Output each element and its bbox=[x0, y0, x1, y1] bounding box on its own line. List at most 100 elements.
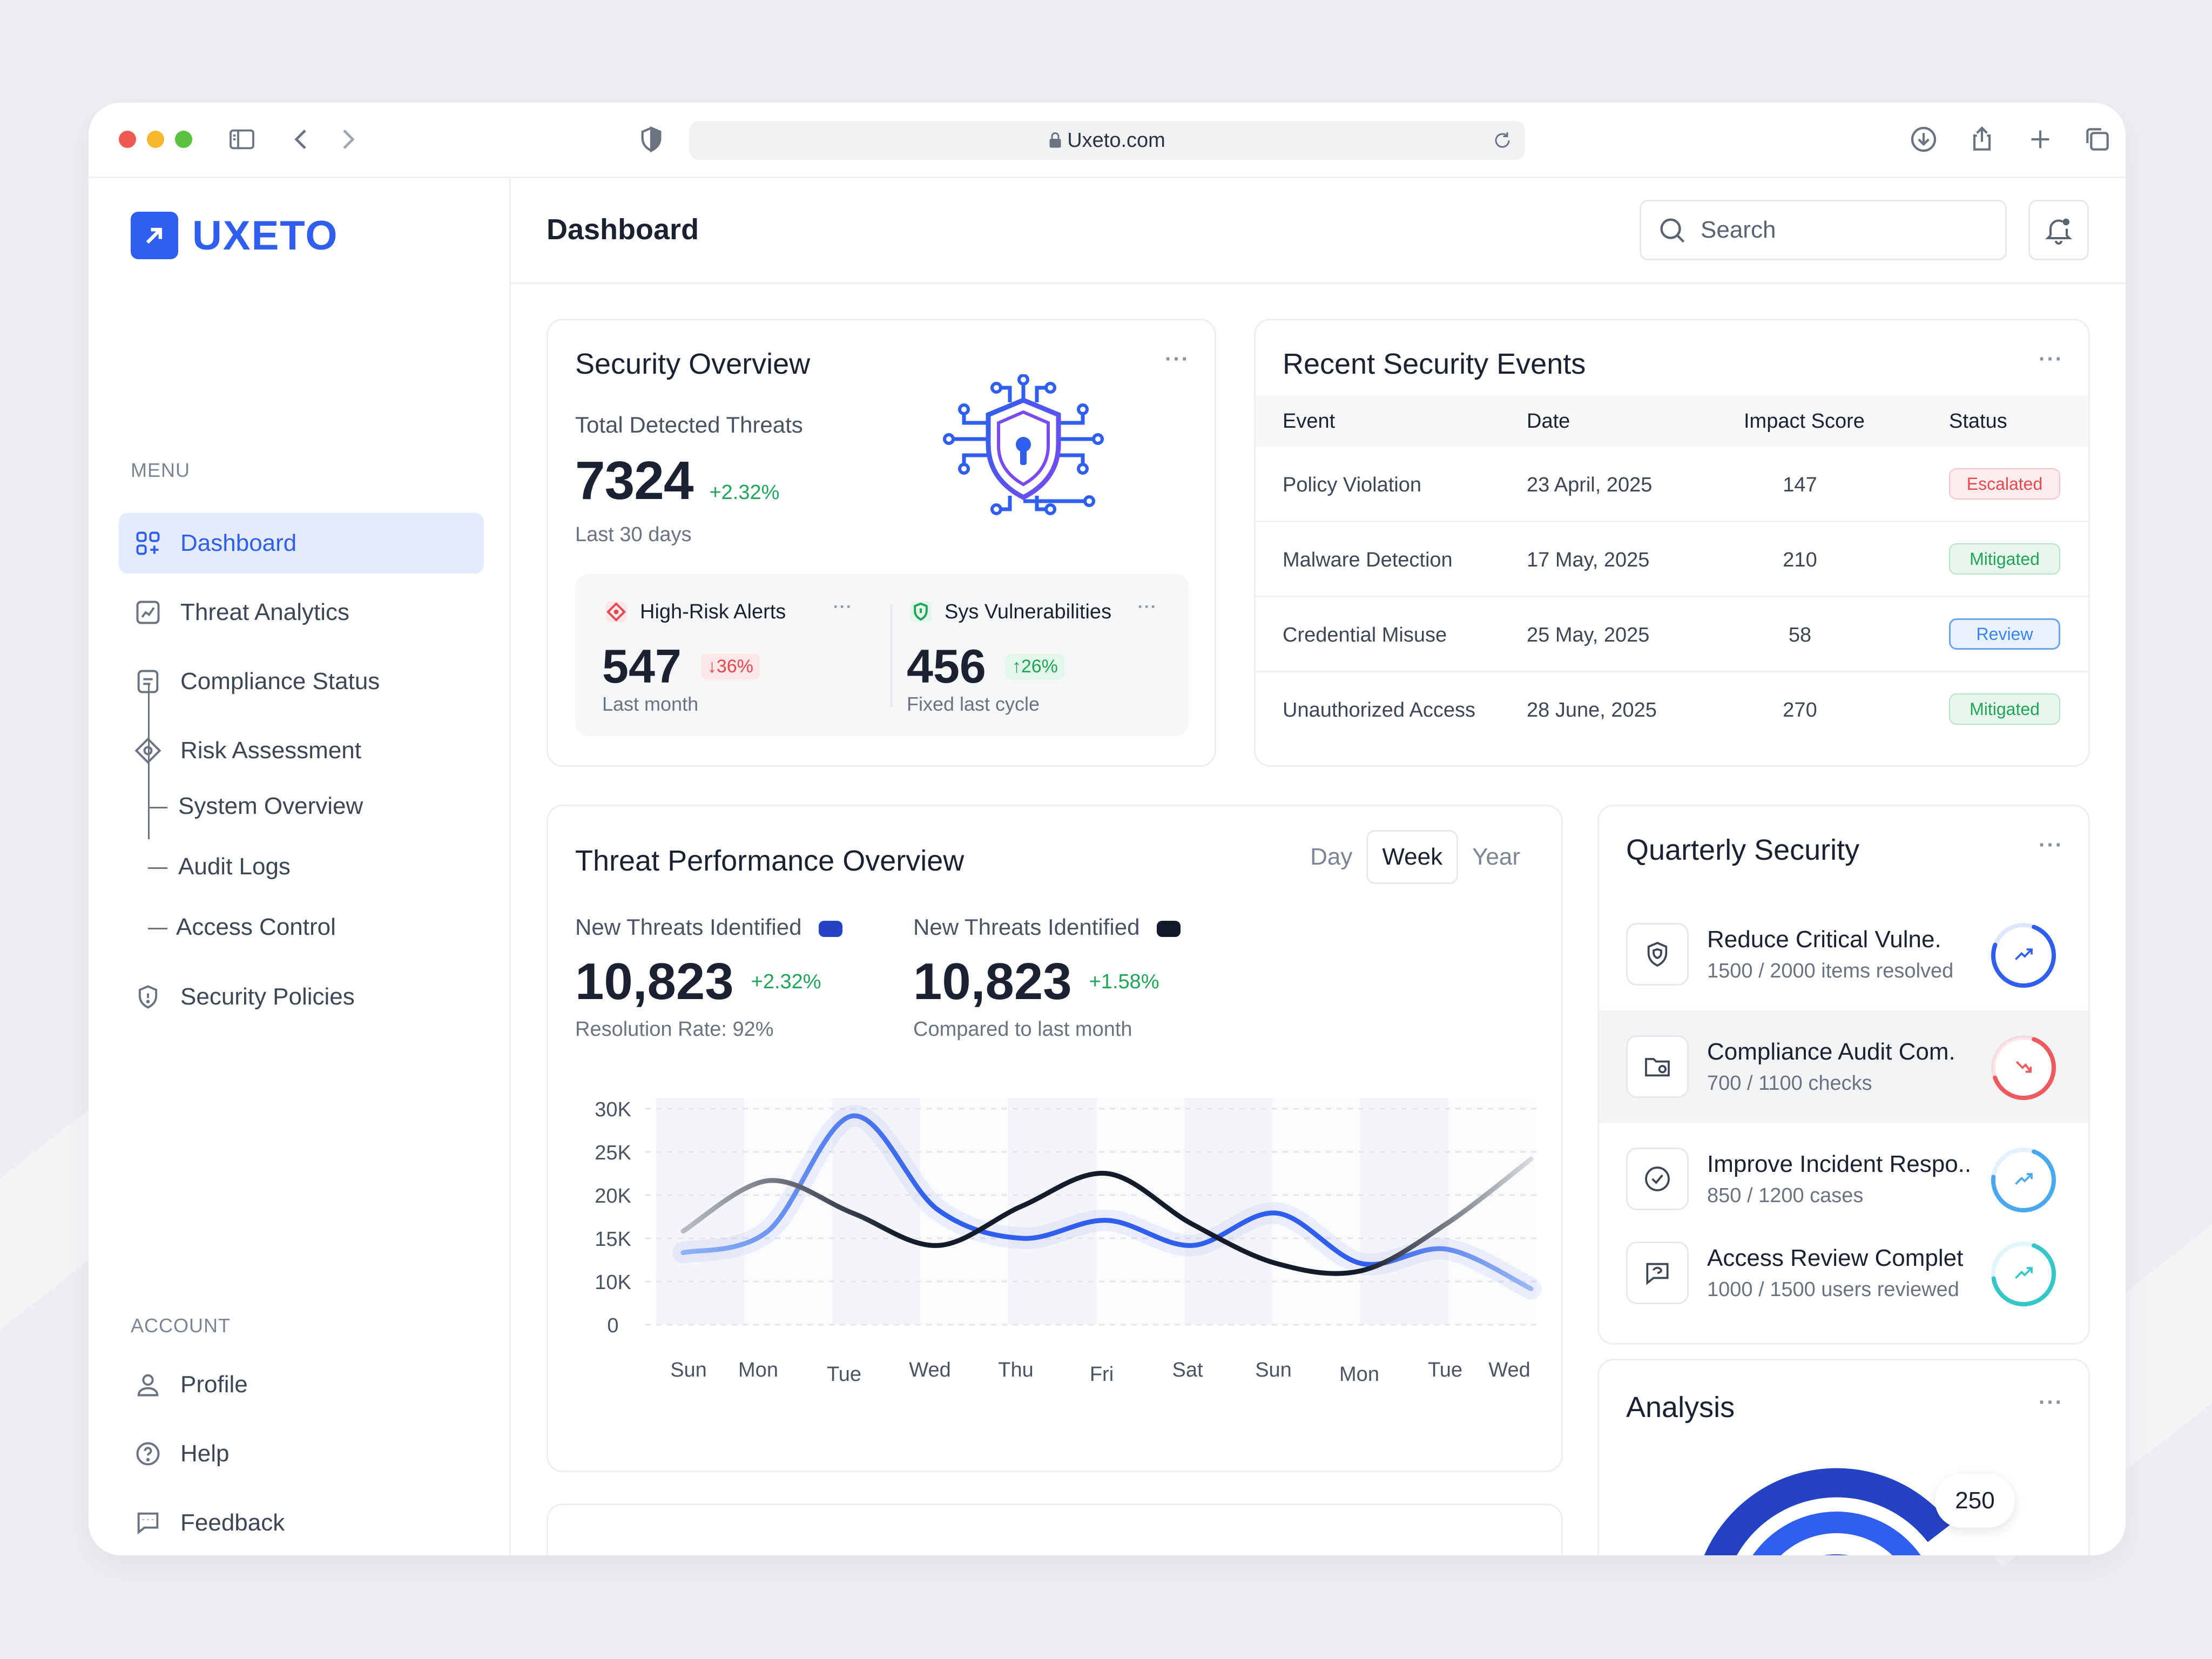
list-item[interactable]: Access Review Complet 1000 / 1500 users r… bbox=[1599, 1217, 2088, 1329]
row-divider bbox=[1256, 521, 2088, 522]
x-tick-label: Sun bbox=[1255, 1359, 1292, 1381]
sidebar-item-help[interactable]: Help bbox=[119, 1424, 484, 1484]
sidebar-item-profile[interactable]: Profile bbox=[119, 1354, 484, 1415]
column-header-event[interactable]: Event bbox=[1283, 410, 1336, 433]
sidebar-item-compliance-status[interactable]: Compliance Status bbox=[119, 651, 484, 712]
table-row[interactable]: Unauthorized Access 28 June, 2025 270 Mitig… bbox=[1256, 672, 2088, 747]
feedback-icon bbox=[134, 1509, 162, 1537]
tab-day[interactable]: Day bbox=[1310, 844, 1353, 870]
x-tick-label: Fri bbox=[1090, 1363, 1114, 1386]
check-circle-icon bbox=[1626, 1148, 1689, 1210]
maximize-window-button[interactable] bbox=[175, 131, 192, 148]
more-options-button[interactable]: ··· bbox=[1165, 347, 1190, 371]
more-options-button[interactable]: ··· bbox=[833, 598, 853, 616]
sidebar-item-threat-analytics[interactable]: Threat Analytics bbox=[119, 582, 484, 643]
quarterly-security-card: Quarterly Security ··· Reduce Critical V… bbox=[1597, 805, 2090, 1345]
card-title: Threat Performance Overview bbox=[575, 845, 965, 877]
minimize-window-button[interactable] bbox=[147, 131, 164, 148]
trend-down-icon bbox=[2015, 1061, 2032, 1073]
status-badge[interactable]: Review bbox=[1949, 618, 2060, 650]
y-tick-label: 30K bbox=[595, 1098, 631, 1121]
sidebar-toggle-icon[interactable] bbox=[227, 124, 257, 154]
list-item[interactable]: Reduce Critical Vulne. 1500 / 2000 items … bbox=[1599, 898, 2088, 1010]
search-input[interactable]: Search bbox=[1640, 200, 2007, 260]
more-options-button[interactable]: ··· bbox=[2039, 833, 2063, 857]
progress-ring bbox=[1991, 923, 2056, 988]
column-header-status[interactable]: Status bbox=[1949, 410, 2007, 433]
close-window-button[interactable] bbox=[119, 131, 136, 148]
series-line-dark[interactable] bbox=[680, 1156, 1534, 1276]
status-badge[interactable]: Mitigated bbox=[1949, 693, 2060, 725]
metric-b-legend: New Threats Identified bbox=[913, 914, 1181, 940]
more-options-button[interactable]: ··· bbox=[2039, 1391, 2063, 1414]
event-date: 28 June, 2025 bbox=[1527, 699, 1657, 721]
column-header-date[interactable]: Date bbox=[1527, 410, 1570, 433]
event-date: 17 May, 2025 bbox=[1527, 549, 1650, 571]
more-options-button[interactable]: ··· bbox=[1138, 598, 1157, 616]
total-threats-change: +2.32% bbox=[709, 481, 780, 504]
sidebar-subitem-system-overview[interactable]: System Overview bbox=[178, 793, 363, 819]
total-threats-value: 7324 bbox=[575, 450, 693, 511]
event-impact-score: 147 bbox=[1783, 474, 1817, 496]
x-tick-label: Wed bbox=[1488, 1359, 1530, 1381]
tab-year[interactable]: Year bbox=[1472, 844, 1520, 870]
goal-progress-text: 850 / 1200 cases bbox=[1707, 1184, 1864, 1207]
progress-ring bbox=[1991, 1035, 2056, 1100]
brand-logo[interactable]: UXETO bbox=[131, 212, 338, 259]
status-badge[interactable]: Escalated bbox=[1949, 468, 2060, 500]
sidebar-item-label: Profile bbox=[180, 1371, 248, 1398]
privacy-shield-icon[interactable] bbox=[636, 124, 666, 154]
address-bar[interactable]: Uxeto.com bbox=[689, 121, 1525, 160]
sidebar-item-feedback[interactable]: Feedback bbox=[119, 1493, 484, 1553]
metric-a-value: 10,823 bbox=[575, 953, 734, 1010]
sys-vulnerabilities-header: Sys Vulnerabilities bbox=[907, 598, 1111, 626]
y-tick-label: 0 bbox=[607, 1314, 618, 1337]
tab-week[interactable]: Week bbox=[1366, 830, 1459, 884]
sys-vulnerabilities-metric: 456 ↑26% bbox=[907, 639, 1064, 694]
new-tab-icon[interactable] bbox=[2025, 124, 2055, 154]
column-header-impact-score[interactable]: Impact Score bbox=[1744, 410, 1865, 433]
list-item[interactable]: Improve Incident Respo.. 850 / 1200 cases bbox=[1599, 1123, 2088, 1235]
progress-ring bbox=[1991, 1242, 2056, 1306]
card-title: Quarterly Security bbox=[1626, 834, 1860, 866]
sidebar-item-label: Risk Assessment bbox=[180, 737, 361, 764]
browser-toolbar: Uxeto.com bbox=[89, 103, 2126, 178]
back-icon[interactable] bbox=[286, 124, 316, 154]
notifications-button[interactable] bbox=[2028, 200, 2089, 260]
sidebar-item-label: Threat Analytics bbox=[180, 599, 350, 625]
y-tick-label: 10K bbox=[595, 1271, 631, 1294]
status-badge[interactable]: Mitigated bbox=[1949, 543, 2060, 575]
menu-section-label: MENU bbox=[131, 459, 190, 481]
table-row[interactable]: Malware Detection 17 May, 2025 210 Mitigate… bbox=[1256, 522, 2088, 597]
goal-title: Compliance Audit Com. bbox=[1707, 1038, 1955, 1065]
search-placeholder: Search bbox=[1701, 217, 1776, 243]
tabs-overview-icon[interactable] bbox=[2082, 124, 2113, 154]
share-icon[interactable] bbox=[1967, 124, 1997, 154]
more-options-button[interactable]: ··· bbox=[2039, 347, 2063, 371]
download-icon[interactable] bbox=[1908, 124, 1939, 154]
list-item[interactable]: Compliance Audit Com. 700 / 1100 checks bbox=[1599, 1010, 2088, 1123]
metric-a-label: New Threats Identified bbox=[575, 914, 802, 940]
card-title: Recent Security Events bbox=[1283, 348, 1586, 380]
metric-a: New Threats Identified 10,823 +2.32% Res… bbox=[575, 914, 843, 1041]
shield-outline-icon bbox=[1626, 923, 1689, 986]
table-row[interactable]: Policy Violation 23 April, 2025 147 Escalat… bbox=[1256, 447, 2088, 522]
metric-b-label: New Threats Identified bbox=[913, 914, 1140, 940]
sidebar-subitem-audit-logs[interactable]: Audit Logs bbox=[178, 853, 291, 880]
card-title: Security Overview bbox=[575, 348, 811, 380]
table-row[interactable]: Credential Misuse 25 May, 2025 58 Review bbox=[1256, 597, 2088, 672]
forward-icon[interactable] bbox=[333, 124, 363, 154]
submenu-tree-tick bbox=[148, 867, 167, 869]
high-risk-alerts-label: High-Risk Alerts bbox=[640, 600, 786, 623]
sidebar-subitem-access-control[interactable]: Access Control bbox=[176, 914, 336, 940]
metric-a-change: +2.32% bbox=[751, 970, 821, 993]
events-table-header: Event Date Impact Score Status bbox=[1256, 396, 2088, 447]
metric-b-change: +1.58% bbox=[1089, 970, 1159, 993]
x-tick-label: Tue bbox=[827, 1363, 861, 1386]
sidebar-item-dashboard[interactable]: Dashboard bbox=[119, 513, 484, 574]
reload-icon[interactable] bbox=[1493, 131, 1512, 150]
lock-icon bbox=[1049, 132, 1061, 148]
sidebar-item-risk-assessment[interactable]: Risk Assessment bbox=[119, 720, 484, 781]
sidebar-item-security-policies[interactable]: Security Policies bbox=[119, 967, 484, 1027]
period-tabs: Day Week Year bbox=[1296, 830, 1534, 884]
